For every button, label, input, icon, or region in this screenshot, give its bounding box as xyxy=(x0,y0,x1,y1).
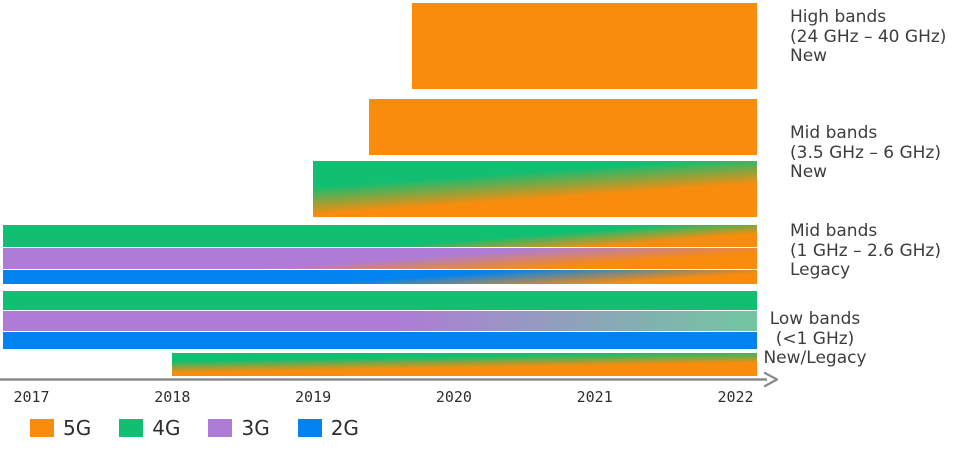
legend-label: 5G xyxy=(63,416,92,440)
legend-label: 4G xyxy=(152,416,181,440)
band-group-label-mid-bands-legacy: Mid bands (1 GHz – 2.6 GHz) Legacy xyxy=(790,221,941,281)
band-group-label-line: Mid bands xyxy=(790,221,878,241)
year-label-2020: 2020 xyxy=(435,388,472,406)
legend: 5G 4G 3G 2G xyxy=(30,416,359,440)
band-group-label-line: (24 GHz – 40 GHz) xyxy=(790,26,947,47)
legend-swatch-5g xyxy=(30,419,54,437)
band-group-label-line: (<1 GHz) xyxy=(775,328,855,349)
year-label-2022: 2022 xyxy=(717,388,754,406)
band-group-label-line: Low bands xyxy=(769,309,861,329)
band-group-label-line: (3.5 GHz – 6 GHz) xyxy=(790,142,941,163)
band-group-label-line: Legacy xyxy=(790,260,851,280)
band-mid-new-4g-5g xyxy=(313,161,757,217)
band-group-label-high-bands-new: High bands (24 GHz – 40 GHz) New xyxy=(790,7,947,67)
x-axis xyxy=(0,371,779,388)
legend-item-4g: 4G xyxy=(119,416,180,440)
band-group-label-low-bands: Low bands (<1 GHz) New/Legacy xyxy=(762,309,868,369)
legend-label: 3G xyxy=(241,416,270,440)
year-label-2019: 2019 xyxy=(295,388,332,406)
band-group-label-line: New xyxy=(790,162,828,182)
legend-item-3g: 3G xyxy=(208,416,270,440)
band-low-4g xyxy=(3,291,757,310)
band-group-label-line: New xyxy=(790,46,828,66)
band-mid-legacy-3g xyxy=(3,248,757,269)
year-label-2021: 2021 xyxy=(576,388,613,406)
band-high-new-5g xyxy=(411,3,757,89)
band-mid-legacy-2g xyxy=(3,270,757,284)
legend-swatch-4g xyxy=(119,419,144,437)
band-low-new-4g-5g xyxy=(172,353,757,376)
year-label-2017: 2017 xyxy=(13,388,50,406)
x-axis-year-labels: 2017 2018 2019 2020 2021 2022 xyxy=(0,388,970,406)
legend-item-5g: 5G xyxy=(30,416,91,440)
band-mid-legacy-4g xyxy=(3,225,757,247)
legend-swatch-3g xyxy=(208,419,233,437)
x-axis-arrow-icon xyxy=(763,371,779,388)
band-low-2g xyxy=(3,332,757,349)
band-low-3g xyxy=(3,311,757,331)
band-mid-new-5g xyxy=(369,99,757,155)
year-label-2018: 2018 xyxy=(154,388,191,406)
band-group-label-mid-bands-new: Mid bands (3.5 GHz – 6 GHz) New xyxy=(790,123,941,183)
band-group-label-line: New/Legacy xyxy=(763,348,867,368)
legend-swatch-2g xyxy=(297,419,322,437)
band-group-label-line: High bands xyxy=(790,7,887,27)
band-group-label-line: Mid bands xyxy=(790,123,878,143)
band-group-label-line: (1 GHz – 2.6 GHz) xyxy=(790,240,941,261)
legend-item-2g: 2G xyxy=(297,416,359,440)
legend-label: 2G xyxy=(330,416,359,440)
